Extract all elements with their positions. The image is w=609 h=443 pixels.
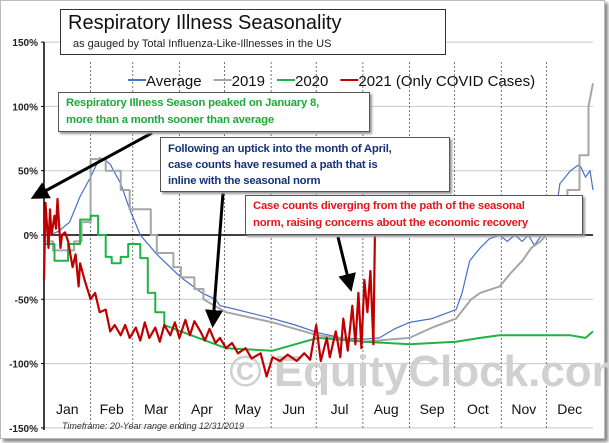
x-tick-label-aug: Aug — [374, 401, 399, 417]
chart-subtitle: as gauged by Total Influenza-Like-Illnes… — [73, 38, 332, 50]
x-tick-label-jun: Jun — [282, 401, 305, 417]
x-tick-label-nov: Nov — [511, 401, 536, 417]
y-tick-label: -50% — [15, 295, 38, 306]
x-tick-label-jul: Jul — [331, 401, 349, 417]
annotation-line: norm, raising concerns about the economi… — [253, 217, 529, 229]
x-tick-label-apr: Apr — [191, 401, 213, 417]
legend-label: 2020 — [295, 73, 328, 90]
x-tick-label-mar: Mar — [144, 401, 168, 417]
annotation-line: inline with the seasonal norm — [168, 175, 321, 187]
x-tick-label-sep: Sep — [420, 401, 445, 417]
annotation-line: Respiratory Illness Season peaked on Jan… — [66, 97, 320, 109]
series-line-2 — [44, 214, 594, 352]
x-tick-label-oct: Oct — [467, 401, 489, 417]
annotation-line: Following an uptick into the month of Ap… — [168, 143, 392, 155]
annotation-april: Following an uptick into the month of Ap… — [160, 137, 450, 192]
series-line-1 — [44, 83, 594, 343]
annotation-line: more than a month sooner than average — [66, 114, 274, 126]
chart-title: Respiratory Illness Seasonality — [68, 12, 342, 34]
x-tick-label-jan: Jan — [56, 401, 79, 417]
x-tick-label-may: May — [235, 401, 261, 417]
y-tick-label: 150% — [12, 38, 38, 49]
title-box: Respiratory Illness Seasonality as gauge… — [60, 9, 446, 55]
annotation-diverging: Case counts diverging from the path of t… — [245, 195, 583, 235]
arrow-april — [204, 192, 225, 328]
legend-label: Average — [146, 73, 202, 90]
annotation-line: Case counts diverging from the path of t… — [253, 200, 525, 212]
series-line-0 — [44, 157, 594, 340]
watermark: © EquityClock.com — [229, 347, 609, 396]
arrow-peak — [30, 131, 153, 199]
series-line-3 — [42, 197, 376, 378]
x-tick-label-feb: Feb — [100, 401, 124, 417]
y-tick-label: 50% — [18, 167, 38, 178]
x-tick-label-dec: Dec — [557, 401, 582, 417]
footnote: Timeframe: 20-Year range ending 12/31/20… — [62, 421, 244, 431]
annotation-peak: Respiratory Illness Season peaked on Jan… — [58, 92, 370, 132]
annotation-line: case counts have resumed a path that is — [168, 159, 378, 171]
y-tick-label: 0% — [24, 231, 39, 242]
legend-label: 2019 — [232, 73, 265, 90]
y-tick-label: -100% — [9, 360, 38, 371]
y-tick-label: -150% — [9, 424, 38, 435]
legend-label: 2021 (Only COVID Cases) — [358, 73, 535, 90]
arrow-diverging — [336, 236, 356, 292]
y-tick-label: 100% — [12, 102, 38, 113]
